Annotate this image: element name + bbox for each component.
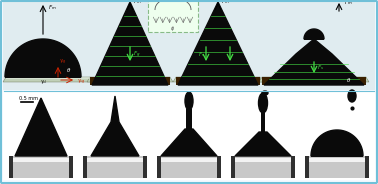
Polygon shape <box>87 77 173 82</box>
Text: $F_m$: $F_m$ <box>48 3 57 13</box>
Ellipse shape <box>262 91 268 95</box>
Polygon shape <box>6 77 90 79</box>
Bar <box>9 156 73 178</box>
Bar <box>261 109 265 134</box>
Polygon shape <box>90 77 170 79</box>
Bar <box>157 156 221 178</box>
Text: $F_m$: $F_m$ <box>133 0 142 6</box>
Polygon shape <box>3 77 93 82</box>
Ellipse shape <box>259 93 268 113</box>
Polygon shape <box>235 132 291 156</box>
Polygon shape <box>176 77 260 79</box>
Polygon shape <box>173 77 263 82</box>
Bar <box>90 77 170 85</box>
Polygon shape <box>92 2 168 85</box>
Bar <box>305 156 369 178</box>
Bar <box>5 156 77 180</box>
Bar <box>262 77 366 85</box>
Text: $F_s$: $F_s$ <box>317 63 324 72</box>
FancyBboxPatch shape <box>148 0 198 32</box>
Polygon shape <box>15 98 67 156</box>
Bar <box>83 156 147 178</box>
Polygon shape <box>178 2 258 85</box>
Text: $F_g$: $F_g$ <box>133 50 141 60</box>
Bar <box>3 92 375 180</box>
Bar <box>13 158 69 162</box>
Text: $\theta$: $\theta$ <box>346 76 351 84</box>
Text: $F_m$: $F_m$ <box>221 0 230 6</box>
Polygon shape <box>311 130 363 156</box>
Text: $\gamma_{sg}$: $\gamma_{sg}$ <box>77 78 86 87</box>
Bar <box>176 77 260 85</box>
Text: $\gamma_{sl}$: $\gamma_{sl}$ <box>40 78 48 86</box>
Bar <box>3 2 375 90</box>
Bar <box>235 158 291 162</box>
Text: $F_m$: $F_m$ <box>344 0 353 7</box>
Text: $\phi$: $\phi$ <box>170 24 175 33</box>
Bar <box>161 156 217 178</box>
Ellipse shape <box>348 90 356 102</box>
Polygon shape <box>304 29 324 39</box>
Polygon shape <box>264 39 364 85</box>
Polygon shape <box>161 129 217 156</box>
Text: $\theta$: $\theta$ <box>66 66 71 74</box>
Bar <box>13 156 69 178</box>
Ellipse shape <box>185 92 193 110</box>
Bar <box>235 156 291 178</box>
Bar <box>87 156 143 178</box>
Text: $F_s$: $F_s$ <box>198 50 205 59</box>
Bar <box>161 158 217 162</box>
Polygon shape <box>262 77 366 79</box>
Bar <box>79 156 151 180</box>
Bar <box>231 156 295 178</box>
Bar <box>186 109 192 131</box>
Bar <box>153 156 225 180</box>
Polygon shape <box>91 96 139 156</box>
Bar <box>87 158 143 162</box>
Text: 0.5 mm: 0.5 mm <box>19 96 38 101</box>
Polygon shape <box>5 39 81 77</box>
Bar <box>309 158 365 162</box>
Bar <box>309 156 365 178</box>
Bar <box>301 156 373 180</box>
Polygon shape <box>259 77 369 82</box>
Bar <box>227 156 299 180</box>
Text: $\gamma_{lg}$: $\gamma_{lg}$ <box>59 58 67 67</box>
